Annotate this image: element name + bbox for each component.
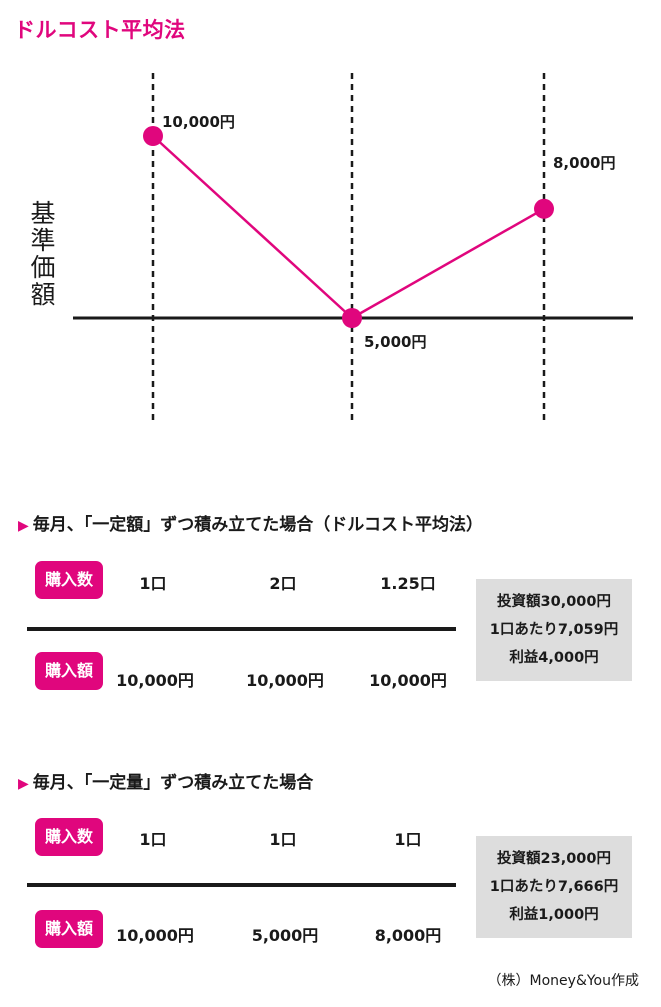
triangle-icon: ▶ bbox=[18, 776, 29, 792]
s1-summary-box: 投資額30,000円 1口あたり7,059円 利益4,000円 bbox=[476, 579, 632, 681]
price-point-1 bbox=[143, 126, 163, 146]
s2-amount-1: 10,000円 bbox=[116, 926, 194, 945]
s1-amount-3: 10,000円 bbox=[369, 671, 447, 690]
amount-badge: 購入額 bbox=[35, 652, 103, 690]
section2-title-text: 毎月、「一定量」ずつ積み立てた場合 bbox=[32, 773, 314, 793]
quantity-badge: 購入数 bbox=[35, 818, 103, 856]
s2-summary-per-unit: 1口あたり7,666円 bbox=[489, 879, 619, 895]
point-label-1: 10,000円 bbox=[162, 113, 235, 131]
s2-amount-2: 5,000円 bbox=[251, 926, 319, 945]
s2-summary-profit: 利益1,000円 bbox=[509, 907, 599, 923]
s1-quantity-2: 2口 bbox=[269, 574, 297, 593]
s1-summary-per-unit: 1口あたり7,059円 bbox=[489, 622, 619, 638]
quantity-badge: 購入数 bbox=[35, 561, 103, 599]
y-axis-label: 基準価額 bbox=[27, 200, 56, 308]
s1-amount-1: 10,000円 bbox=[116, 671, 194, 690]
price-chart bbox=[73, 73, 633, 425]
point-label-2: 5,000円 bbox=[364, 333, 427, 351]
s2-quantity-2: 1口 bbox=[269, 830, 297, 849]
s1-quantity-3: 1.25口 bbox=[380, 574, 436, 593]
section1-title-text: 毎月、「一定額」ずつ積み立てた場合（ドルコスト平均法） bbox=[32, 515, 483, 535]
s2-quantity-1: 1口 bbox=[139, 830, 167, 849]
s1-summary-profit: 利益4,000円 bbox=[509, 650, 599, 666]
amount-badge: 購入額 bbox=[35, 910, 103, 948]
page-title: ドルコスト平均法 bbox=[14, 18, 186, 42]
s2-divider bbox=[27, 883, 456, 887]
credit-text: （株）Money&You作成 bbox=[487, 973, 639, 989]
section2-title: ▶ 毎月、「一定量」ずつ積み立てた場合 bbox=[18, 768, 313, 793]
section1-title: ▶ 毎月、「一定額」ずつ積み立てた場合（ドルコスト平均法） bbox=[18, 510, 483, 535]
s1-summary-invest: 投資額30,000円 bbox=[497, 594, 611, 610]
point-label-3: 8,000円 bbox=[553, 154, 616, 172]
s2-quantity-3: 1口 bbox=[394, 830, 422, 849]
price-line-segment-2 bbox=[351, 207, 545, 320]
s1-quantity-1: 1口 bbox=[139, 574, 167, 593]
s2-summary-invest: 投資額23,000円 bbox=[497, 851, 611, 867]
s2-amount-3: 8,000円 bbox=[374, 926, 442, 945]
price-line-segment-1 bbox=[152, 135, 353, 319]
triangle-icon: ▶ bbox=[18, 518, 29, 534]
s1-amount-2: 10,000円 bbox=[246, 671, 324, 690]
price-point-2 bbox=[342, 308, 362, 328]
s1-divider bbox=[27, 627, 456, 631]
s2-summary-box: 投資額23,000円 1口あたり7,666円 利益1,000円 bbox=[476, 836, 632, 938]
price-point-3 bbox=[534, 198, 554, 219]
